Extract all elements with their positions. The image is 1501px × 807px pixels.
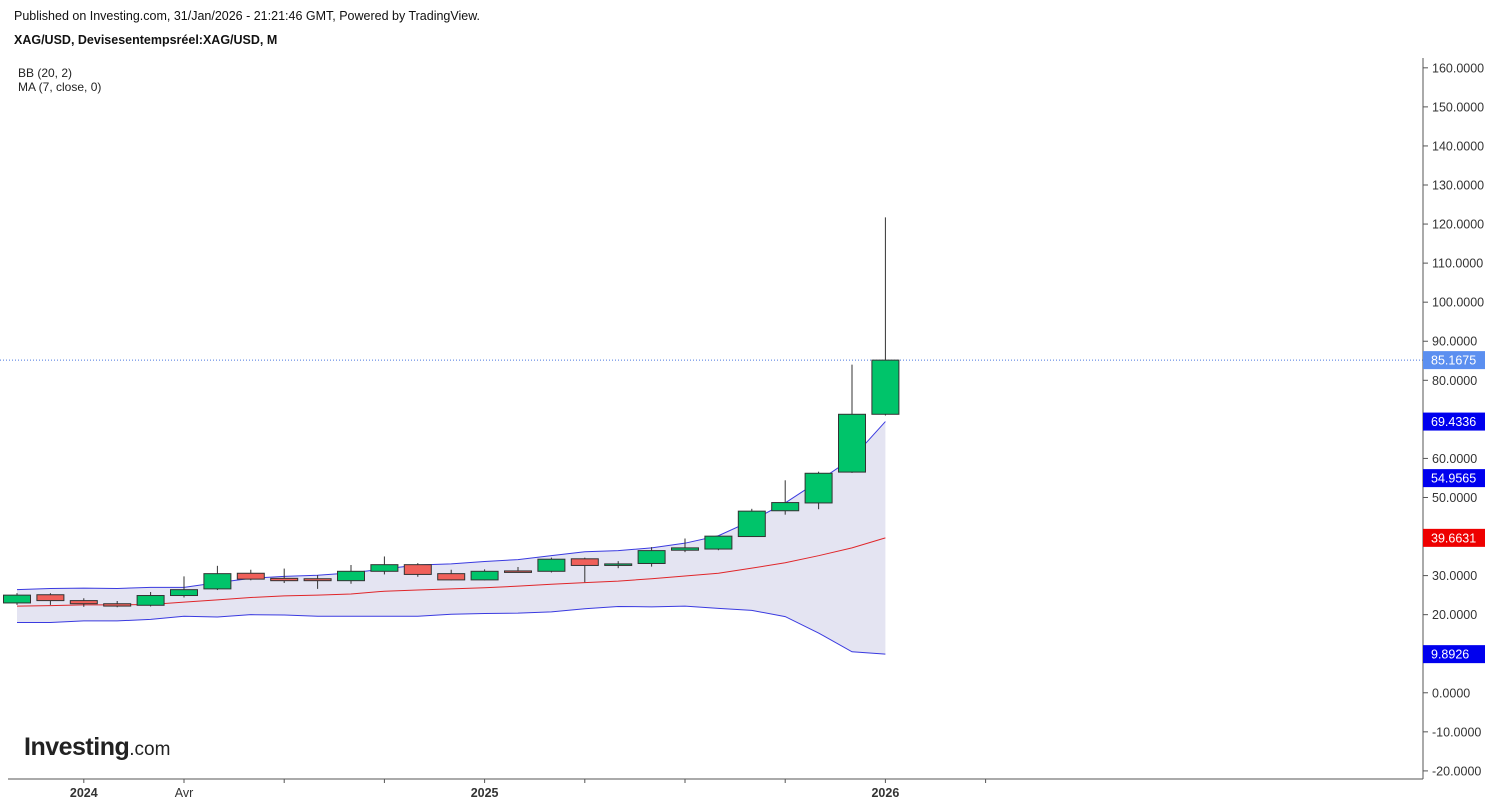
candle-body[interactable]	[504, 570, 532, 573]
bollinger-lower-line	[17, 605, 886, 655]
candle-body[interactable]	[437, 573, 466, 581]
y-tick-label: 60.0000	[1432, 452, 1477, 466]
price-label-box	[1423, 645, 1485, 664]
price-label-text: 85.1675	[1431, 354, 1476, 368]
logo-main-text: Investing	[24, 733, 130, 761]
candle-body[interactable]	[704, 535, 733, 550]
candle-body[interactable]	[337, 570, 365, 582]
y-tick-label: 150.0000	[1432, 100, 1484, 114]
symbol-title: XAG/USD, Devisesentempsréel:XAG/USD, M	[14, 33, 278, 47]
x-tick-label: Avr	[175, 786, 194, 800]
candle-body[interactable]	[36, 594, 65, 602]
y-tick-label: 90.0000	[1432, 335, 1477, 349]
candle-body[interactable]	[871, 359, 900, 415]
y-tick-label: 130.0000	[1432, 179, 1484, 193]
candle-body[interactable]	[370, 564, 399, 572]
published-info: Published on Investing.com, 31/Jan/2026 …	[14, 9, 481, 23]
x-tick-label: 2026	[871, 786, 899, 800]
bollinger-bands-legend[interactable]: BB (20, 2)	[18, 66, 73, 80]
price-label-text: 39.6631	[1431, 531, 1476, 545]
investing-logo: Investing.com	[24, 733, 170, 762]
candle-body[interactable]	[470, 570, 499, 581]
y-tick-label: 80.0000	[1432, 374, 1477, 388]
price-label-box	[1423, 469, 1485, 488]
candle-body[interactable]	[203, 573, 232, 590]
y-tick-label: 160.0000	[1432, 61, 1484, 75]
candle-body[interactable]	[136, 595, 165, 606]
y-tick-label: -20.0000	[1432, 764, 1481, 778]
candle-body[interactable]	[804, 472, 833, 504]
candle-body[interactable]	[69, 600, 98, 605]
candle-body[interactable]	[838, 413, 866, 473]
candle-body[interactable]	[236, 572, 265, 580]
price-label-text: 69.4336	[1431, 415, 1476, 429]
candle-body[interactable]	[771, 502, 800, 512]
candle-body[interactable]	[103, 603, 132, 607]
y-tick-label: 140.0000	[1432, 139, 1484, 153]
candle-body[interactable]	[671, 547, 699, 551]
x-tick-label: 2024	[70, 786, 98, 800]
logo-suffix-text: .com	[129, 739, 171, 760]
moving-average-legend[interactable]: MA (7, close, 0)	[18, 80, 102, 94]
y-tick-label: 110.0000	[1432, 257, 1483, 271]
candle-body[interactable]	[604, 563, 633, 566]
price-label-box	[1423, 528, 1485, 547]
y-tick-label: 100.0000	[1432, 296, 1484, 310]
candle-body[interactable]	[570, 558, 599, 566]
candle-body[interactable]	[537, 558, 566, 572]
y-tick-label: 20.0000	[1432, 608, 1477, 622]
candle-body[interactable]	[637, 550, 666, 564]
candle-body[interactable]	[737, 510, 766, 538]
bollinger-band-fill	[17, 421, 886, 655]
candle-body[interactable]	[303, 578, 332, 582]
candle-body[interactable]	[403, 564, 432, 575]
candle-body[interactable]	[3, 594, 31, 604]
y-tick-label: 50.0000	[1432, 491, 1477, 505]
price-label-text: 9.8926	[1431, 648, 1469, 662]
candle-body[interactable]	[170, 589, 198, 597]
x-tick-label: 2025	[471, 786, 499, 800]
y-tick-label: 30.0000	[1432, 569, 1477, 583]
y-tick-label: 0.0000	[1432, 686, 1470, 700]
y-tick-label: -10.0000	[1432, 725, 1481, 739]
price-label-text: 54.9565	[1431, 472, 1476, 486]
candle-body[interactable]	[270, 577, 299, 582]
price-label-box	[1423, 351, 1485, 370]
price-label-box	[1423, 412, 1485, 431]
y-tick-label: 120.0000	[1432, 218, 1484, 232]
